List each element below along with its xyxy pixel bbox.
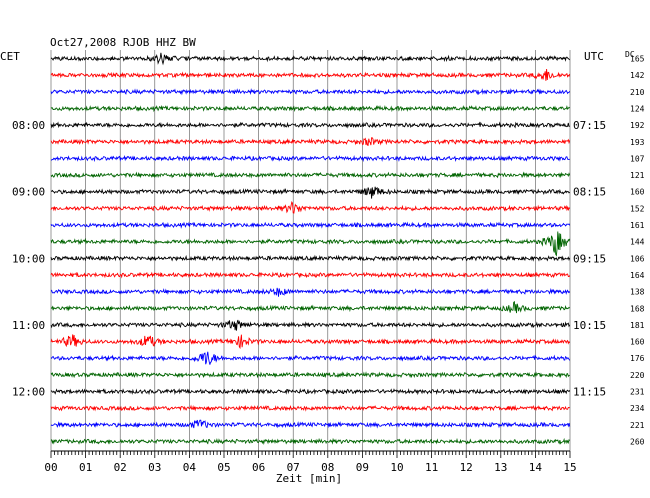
dc-value-17: 160 <box>630 338 645 347</box>
x-tick-label-00: 00 <box>44 461 57 474</box>
right-axis-title: UTC <box>584 50 604 63</box>
dc-value-2: 210 <box>630 88 645 97</box>
x-tick-label-14: 14 <box>529 461 543 474</box>
dc-value-5: 193 <box>630 138 645 147</box>
trace-10 <box>50 221 571 229</box>
dc-value-0: 165 <box>630 55 645 64</box>
dc-value-23: 260 <box>630 437 645 446</box>
trace-3 <box>50 104 571 113</box>
x-tick-label-02: 02 <box>114 461 127 474</box>
x-axis: 00 01 02 03 04 05 06 07 08 09 10 11 12 13 14 15 <box>44 450 577 474</box>
trace-13 <box>50 271 571 279</box>
trace-0 <box>50 52 571 66</box>
trace-15 <box>50 300 571 314</box>
trace-18 <box>50 351 571 365</box>
trace-4 <box>50 121 570 129</box>
chart-title: Oct27,2008 RJOB HHZ BW <box>50 36 196 49</box>
left-time-label: 08:00 <box>12 119 45 132</box>
dc-value-1: 142 <box>630 71 645 80</box>
trace-19 <box>50 371 570 379</box>
x-tick-label-03: 03 <box>148 461 161 474</box>
right-time-label: 11:15 <box>573 386 606 399</box>
x-tick-label-13: 13 <box>494 461 507 474</box>
trace-16 <box>50 319 571 331</box>
trace-21 <box>50 404 570 412</box>
label-layer: 165 142 210 124 192 193 107 121 160 152 161 144 106 1… <box>12 55 645 447</box>
dc-value-18: 176 <box>630 354 645 363</box>
right-time-label: 09:15 <box>573 252 606 265</box>
left-time-label: 11:00 <box>12 319 45 332</box>
x-tick-label-12: 12 <box>460 461 473 474</box>
x-tick-label-07: 07 <box>287 461 300 474</box>
dc-value-19: 220 <box>630 371 645 380</box>
dc-value-13: 164 <box>630 271 645 280</box>
dc-header: DC <box>625 50 635 59</box>
dc-value-11: 144 <box>630 238 645 247</box>
x-tick-label-06: 06 <box>252 461 265 474</box>
dc-value-3: 124 <box>630 104 645 113</box>
trace-14 <box>50 287 571 297</box>
dc-value-15: 168 <box>630 304 645 313</box>
trace-6 <box>50 154 570 163</box>
dc-value-20: 231 <box>630 388 645 397</box>
dc-value-4: 192 <box>630 121 645 130</box>
trace-12 <box>50 254 571 262</box>
trace-8 <box>50 186 571 199</box>
right-time-label: 08:15 <box>573 186 606 199</box>
trace-17 <box>50 334 571 350</box>
dc-value-14: 138 <box>630 288 645 297</box>
dc-value-21: 234 <box>630 404 645 413</box>
grid-layer <box>50 50 571 451</box>
left-axis-title: CET <box>0 50 20 63</box>
dc-value-6: 107 <box>630 154 645 163</box>
trace-9 <box>50 201 571 214</box>
dc-value-8: 160 <box>630 188 645 197</box>
trace-11 <box>50 231 571 257</box>
left-time-label: 09:00 <box>12 186 45 199</box>
right-time-label: 10:15 <box>573 319 606 332</box>
x-tick-label-11: 11 <box>425 461 438 474</box>
trace-2 <box>50 88 571 96</box>
x-tick-label-01: 01 <box>79 461 92 474</box>
x-tick-label-04: 04 <box>183 461 197 474</box>
trace-7 <box>50 171 571 179</box>
right-time-label: 07:15 <box>573 119 606 132</box>
x-tick-label-09: 09 <box>356 461 369 474</box>
left-time-label: 12:00 <box>12 386 45 399</box>
dc-value-9: 152 <box>630 204 645 213</box>
x-tick-label-15: 15 <box>563 461 576 474</box>
x-tick-label-05: 05 <box>217 461 230 474</box>
trace-22 <box>50 419 571 429</box>
trace-1 <box>50 68 571 81</box>
left-time-label: 10:00 <box>12 252 45 265</box>
trace-5 <box>50 137 571 147</box>
dc-value-10: 161 <box>630 221 645 230</box>
x-tick-label-08: 08 <box>321 461 334 474</box>
trace-20 <box>50 388 571 396</box>
trace-23 <box>50 437 570 445</box>
dc-value-12: 106 <box>630 254 645 263</box>
dc-value-7: 121 <box>630 171 645 180</box>
dc-value-22: 221 <box>630 421 645 430</box>
dc-value-16: 181 <box>630 321 645 330</box>
trace-layer <box>50 52 571 445</box>
x-tick-label-10: 10 <box>390 461 403 474</box>
x-axis-label: Zeit [min] <box>276 472 342 485</box>
